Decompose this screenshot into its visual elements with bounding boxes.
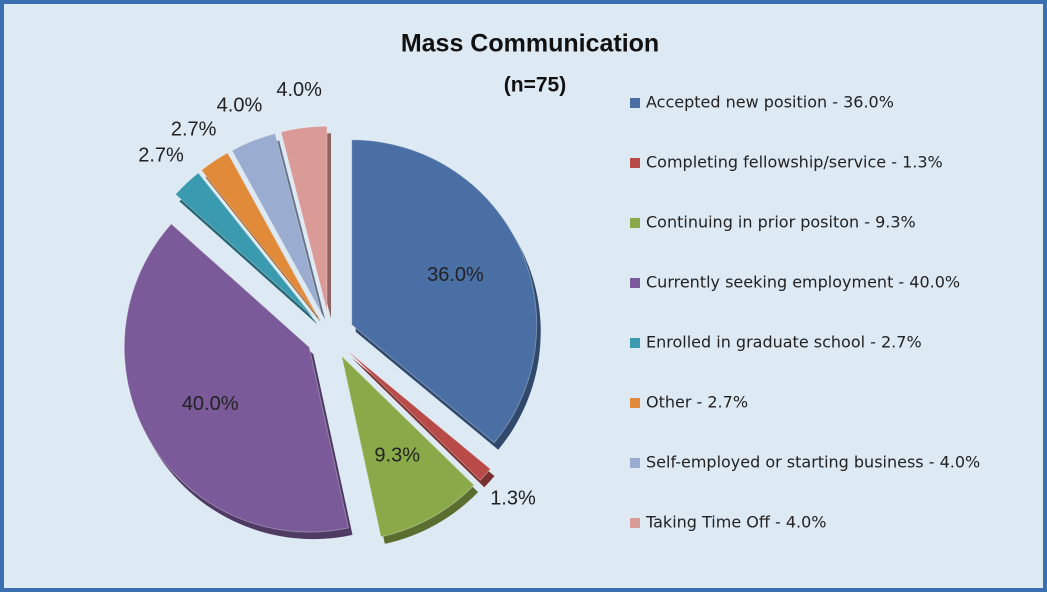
legend-label: Taking Time Off - 4.0% — [645, 513, 826, 532]
data-label: 1.3% — [490, 488, 536, 510]
legend-swatch — [630, 458, 640, 468]
legend-label: Accepted new position - 36.0% — [646, 93, 894, 112]
data-label: 4.0% — [276, 79, 322, 101]
legend-swatch — [630, 518, 640, 528]
slice — [174, 172, 314, 318]
data-label: 9.3% — [374, 445, 420, 467]
legend-label: Continuing in prior positon - 9.3% — [646, 213, 916, 232]
legend-label: Completing fellowship/service - 1.3% — [646, 153, 943, 172]
legend-swatch — [630, 278, 640, 288]
slice — [200, 152, 318, 316]
legend-label: Self-employed or starting business - 4.0… — [646, 453, 980, 472]
legend-label: Enrolled in graduate school - 2.7% — [646, 333, 922, 352]
slice — [347, 350, 492, 481]
chart-subtitle: (n=75) — [504, 74, 566, 97]
slice — [340, 354, 475, 538]
legend-swatch — [630, 218, 640, 228]
legend-label: Other - 2.7% — [646, 393, 748, 412]
data-label: 2.7% — [138, 144, 184, 166]
slice — [123, 223, 350, 533]
legend-swatch — [630, 98, 640, 108]
chart-title: Mass Communication — [401, 30, 659, 58]
slice — [351, 139, 538, 444]
legend-swatch — [630, 338, 640, 348]
slice — [280, 125, 328, 312]
data-label: 4.0% — [217, 95, 263, 117]
legend-swatch — [630, 158, 640, 168]
data-label: 2.7% — [171, 119, 217, 141]
data-label: 36.0% — [427, 264, 484, 286]
legend-label: Currently seeking employment - 40.0% — [646, 273, 960, 292]
slice — [231, 132, 322, 313]
data-label: 40.0% — [182, 393, 239, 415]
legend-swatch — [630, 398, 640, 408]
